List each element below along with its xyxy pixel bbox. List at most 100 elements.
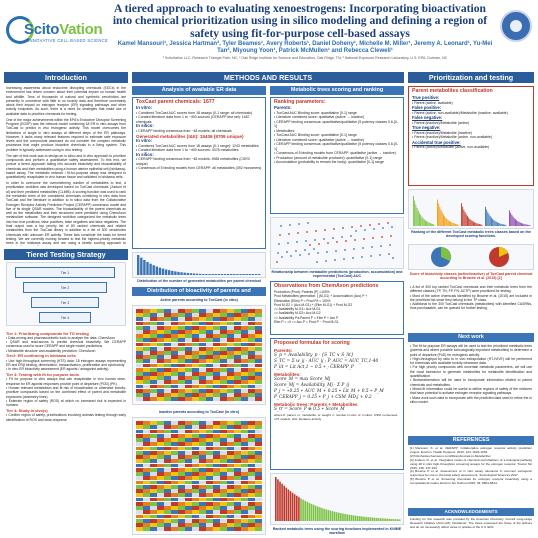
- heatmap-cell: [220, 459, 227, 463]
- heatmap-cell: [248, 388, 255, 393]
- er-invitro-line: • Combined ToxCast AUC scores from 18 as…: [136, 110, 253, 115]
- heatmap-cell: [157, 346, 164, 351]
- score-bullet: • Most of the active chemicals identifie…: [410, 293, 532, 302]
- class-ranking-bar: [422, 218, 424, 226]
- chemaxon-line: Elimination (Elim) P = Prod P/t = 100%: [274, 298, 331, 303]
- er-data-body: In vitro: • Combined ToxCast AUC scores …: [133, 105, 265, 171]
- heatmap-cell: [164, 514, 171, 519]
- heatmap-cell: [143, 429, 150, 434]
- section-methods-results: METHODS AND RESULTS: [132, 72, 404, 83]
- heatmap-cell: [206, 325, 213, 330]
- heatmap-cell: [136, 372, 143, 376]
- tier-item: • In vitro ER bioactivity assessment (ER…: [6, 367, 109, 372]
- heatmap-cell: [171, 510, 178, 514]
- scatter-point: [290, 255, 292, 257]
- heatmap-cell: [206, 506, 213, 510]
- heatmap-cell: [206, 421, 213, 425]
- class-ranking-bar: [474, 222, 476, 226]
- tier-heading: Tier 1: Prioritizing compounds for TG te…: [6, 330, 89, 336]
- heatmap-cell: [185, 438, 192, 442]
- heatmap-cell: [178, 497, 185, 502]
- heatmap-cell: [143, 317, 150, 322]
- heatmap-cell: [241, 467, 248, 472]
- scatter-point: [342, 227, 344, 229]
- heatmap-cell: [136, 363, 143, 368]
- heatmap-cell: [157, 433, 164, 438]
- heatmap-cell: [248, 380, 255, 385]
- heatmap-cell: [178, 355, 185, 359]
- scatter-point: [372, 237, 374, 239]
- chemaxon-line: Production (Prod): Parents (P) =100%: [274, 290, 330, 294]
- heatmap-cell: [178, 309, 185, 313]
- heatmap-cell: [206, 397, 213, 401]
- heatmap-cell: [255, 359, 262, 364]
- distribution-bar: [149, 263, 152, 275]
- tier-heading: Tier2: ER confirming in Ishikawa cells: [6, 353, 76, 359]
- heatmap-cell: [248, 459, 255, 463]
- er-data-heading: Analysis of available ER data: [132, 86, 266, 95]
- heatmap-cell: [227, 346, 234, 351]
- heatmap-cell: [164, 493, 171, 497]
- heatmap-cell: [206, 484, 213, 489]
- scatter-point: [370, 255, 372, 257]
- heatmap-cell: [234, 321, 241, 326]
- heatmap-cell: [136, 355, 143, 359]
- heatmap-cell: [185, 376, 192, 380]
- heatmap-cell: [164, 489, 171, 493]
- heatmap-cell: [136, 484, 143, 489]
- heatmap-cell: [248, 497, 255, 502]
- ranking-title: Ranking parameters:: [274, 99, 326, 105]
- heatmap-cell: [227, 455, 234, 459]
- scatter-point: [327, 242, 329, 244]
- heatmap-cell: [185, 506, 192, 510]
- heatmap-cell: [241, 510, 248, 514]
- scatter-point: [278, 243, 280, 245]
- tier-descriptions: Tier 1: Prioritizing compounds for TG te…: [6, 330, 126, 535]
- heatmap-cell: [171, 376, 178, 380]
- heatmap-cell: [150, 472, 157, 476]
- heatmap-cell: [220, 433, 227, 438]
- scatter-point: [286, 251, 288, 253]
- heatmap-cell: [255, 472, 262, 476]
- heatmap-cell: [206, 493, 213, 497]
- distribution-bar: [146, 261, 149, 275]
- heatmap-cell: [234, 501, 241, 506]
- heatmap-cell: [136, 476, 143, 480]
- heatmap-cell: [171, 480, 178, 485]
- heatmap-cell: [171, 514, 178, 519]
- heatmap-cell: [192, 442, 199, 446]
- heatmap-cell: [164, 372, 171, 376]
- distribution-bar: [245, 274, 248, 275]
- distribution-bar: [158, 267, 162, 275]
- heatmap-cell: [164, 455, 171, 459]
- heatmap-cell: [255, 442, 262, 446]
- heatmap-cell: [136, 518, 143, 523]
- heatmap-cell: [192, 355, 199, 359]
- heatmap-cell: [199, 425, 206, 429]
- class-ranking-bar: [499, 223, 501, 226]
- heatmap-cell: [157, 325, 164, 330]
- heatmap-cell: [192, 446, 199, 451]
- scatter-point: [299, 254, 301, 256]
- ranked-tree-bar: [344, 513, 346, 521]
- heatmap-cell: [150, 510, 157, 514]
- heatmap-cell: [199, 438, 206, 442]
- heatmap-cell: [143, 363, 150, 368]
- heatmap-cell: [157, 334, 164, 338]
- heatmap-cell: [220, 421, 227, 425]
- heatmap-cell: [248, 476, 255, 480]
- heatmap-cell: [234, 325, 241, 330]
- heatmap-cell: [227, 506, 234, 510]
- heatmap-cell: [227, 342, 234, 347]
- heatmap-cell: [213, 372, 220, 376]
- heatmap-cell: [185, 397, 192, 401]
- heatmap-cell: [171, 438, 178, 442]
- heatmap-cell: [220, 393, 227, 397]
- metabolite-equations: Score_M = max Score_Mj Score_Mj = Availab…: [274, 377, 400, 401]
- heatmap-cell: [164, 446, 171, 451]
- chemaxon-line: => Availability M-G1= Acc M-G1: [274, 307, 321, 312]
- heatmap-cell: [248, 484, 255, 489]
- heatmap-cell: [178, 421, 185, 425]
- heatmap-cell: [220, 425, 227, 429]
